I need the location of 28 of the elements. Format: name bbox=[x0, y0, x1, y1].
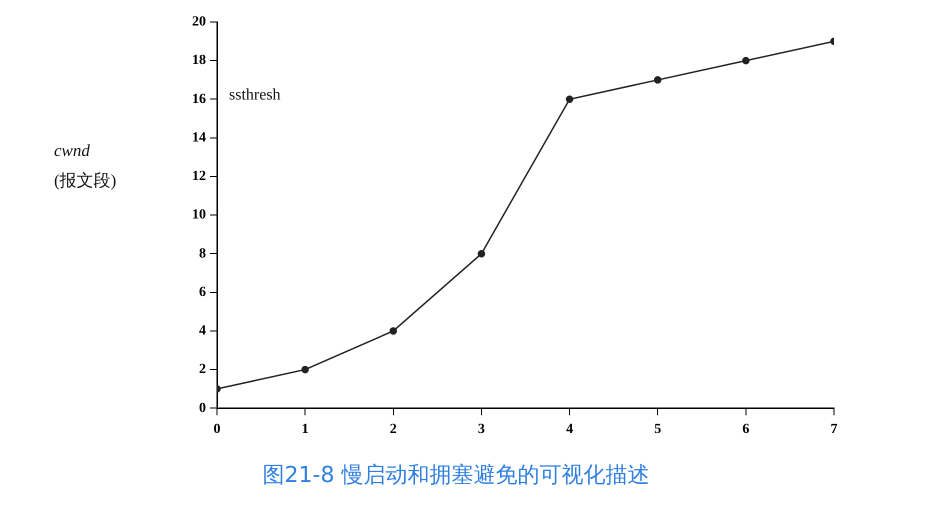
point bbox=[654, 76, 662, 84]
annotation: ssthresh bbox=[229, 86, 281, 104]
point bbox=[566, 95, 574, 103]
x-tick-label: 5 bbox=[654, 422, 662, 438]
x-tick-label: 3 bbox=[478, 422, 485, 438]
point bbox=[301, 366, 309, 374]
y-tick-label: 4 bbox=[199, 324, 206, 339]
x-tick-label: 2 bbox=[390, 422, 397, 438]
point bbox=[478, 250, 486, 258]
point bbox=[742, 56, 750, 64]
x-tick-label: 7 bbox=[830, 422, 838, 438]
point bbox=[390, 327, 398, 335]
y-tick-label: 12 bbox=[192, 169, 206, 184]
x-tick-label: 4 bbox=[566, 422, 574, 438]
x-tick-label: 0 bbox=[214, 422, 220, 438]
y-tick-label: 16 bbox=[192, 92, 206, 107]
y-axis-title: cwnd (报文段) bbox=[54, 140, 116, 192]
text: 图21-8 慢启动和拥塞避免的可视化描述 bbox=[262, 462, 650, 490]
x-tick-label: 6 bbox=[742, 422, 750, 438]
y-tick-label: 2 bbox=[199, 362, 206, 378]
y-tick-label: 14 bbox=[192, 130, 206, 146]
y-tick-label: 6 bbox=[199, 284, 206, 300]
y-tick-label: 10 bbox=[192, 208, 206, 223]
x-tick-label: 1 bbox=[302, 422, 309, 438]
y-tick-label: 8 bbox=[199, 246, 206, 262]
y-tick-label: 0 bbox=[199, 400, 206, 416]
y-tick-label: 20 bbox=[192, 14, 206, 30]
y-tick-label: 18 bbox=[192, 53, 206, 68]
